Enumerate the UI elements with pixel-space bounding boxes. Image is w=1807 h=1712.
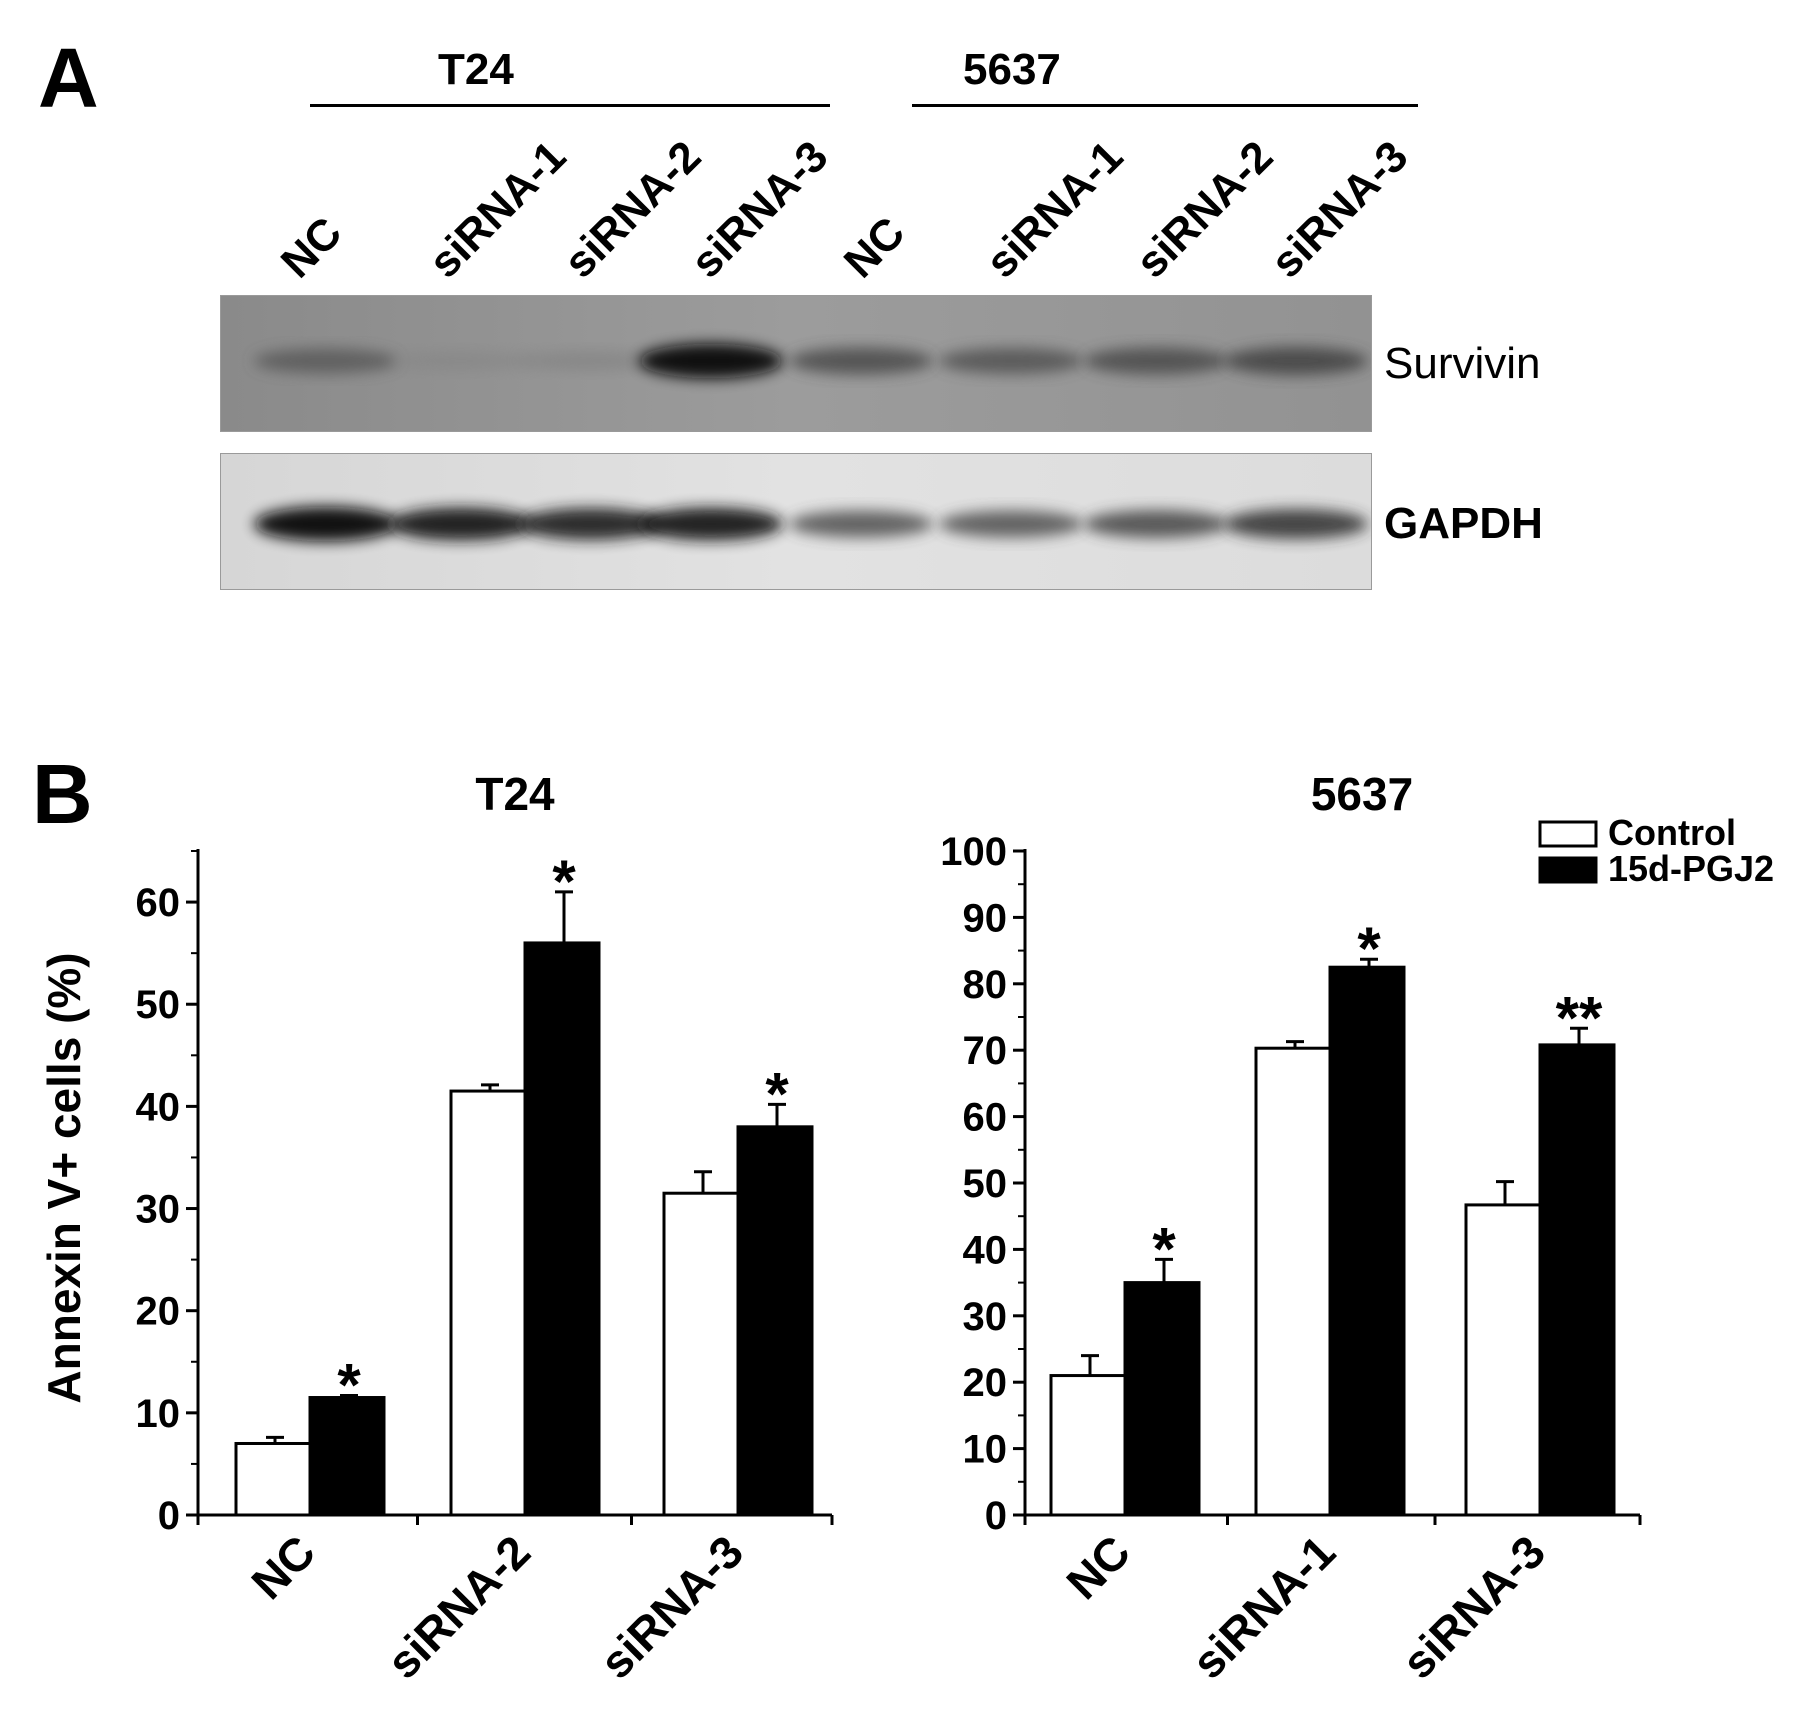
blot-gapdh [220,453,1372,590]
chart-5637-xlabel-sirna-3: siRNA-3 [1392,1525,1555,1688]
chart-t24-xlabel-nc: NC [241,1525,325,1609]
chart-t24-bar-15d-pgj2-sirna-3 [736,1125,814,1517]
band-survivin-lane-7 [1084,347,1228,375]
band-gapdh-lane-4 [639,507,783,541]
band-gapdh-lane-1 [254,506,398,542]
band-label-gapdh: GAPDH [1384,499,1543,548]
chart-5637-bar-control-sirna-1 [1254,1046,1332,1517]
chart-t24-ytick-label-60: 60 [136,881,181,925]
chart-t24-ytick-label-10: 10 [136,1392,181,1436]
chart-5637-bar-15d-pgj2-sirna-3-significance: ** [1556,984,1603,1051]
chart-t24-xlabel-sirna-2: siRNA-2 [377,1525,540,1688]
chart-t24-bar-control-sirna-2 [449,1089,527,1517]
chart-t24-xlabel-sirna-3: siRNA-3 [590,1525,753,1688]
chart-5637-ytick-label-0: 0 [985,1494,1007,1538]
chart-5637-xlabel-sirna-1: siRNA-1 [1182,1525,1345,1688]
band-survivin-lane-3 [519,351,663,371]
chart-t24-bar-control-nc [234,1441,312,1517]
panel-b-letter: B [32,747,93,841]
chart-t24: T24 Annexin V+ cells (%) 0 10 20 30 40 50 60 NC si… [38,768,834,1689]
chart-t24-bar-15d-pgj2-sirna-2-significance: * [552,848,576,915]
chart-t24-bar-15d-pgj2-sirna-3-significance: * [765,1060,789,1127]
chart-5637-bar-15d-pgj2-nc [1123,1281,1201,1517]
band-survivin-lane-2 [389,351,533,371]
chart-5637-bar-control-sirna-3 [1464,1203,1542,1517]
group-line-5637 [912,104,1418,107]
chart-t24-ytick-label-50: 50 [136,983,181,1027]
chart-5637-ytick-label-70: 70 [963,1029,1008,1073]
chart-t24-ytick-label-40: 40 [136,1085,181,1129]
chart-t24-title: T24 [475,768,555,820]
chart-t24-bar-15d-pgj2-nc-significance: * [337,1351,361,1418]
band-survivin-lane-8 [1224,347,1368,375]
chart-5637-ytick-label-10: 10 [963,1428,1008,1472]
chart-t24-ylabel: Annexin V+ cells (%) [38,952,90,1403]
chart-t24-ytick-label-20: 20 [136,1290,181,1334]
chart-5637: 5637 0 10 20 30 40 50 60 70 80 90 100 NC siRNA-1 siRNA… [940,768,1642,1689]
chart-5637-xlabel-nc: NC [1056,1525,1140,1609]
band-gapdh-lane-2 [389,507,533,541]
panel-a-letter: A [38,31,99,125]
chart-5637-bar-control-nc [1049,1374,1127,1517]
band-survivin-lane-1 [254,348,398,374]
legend-label-15d-pgj2: 15d-PGJ2 [1608,848,1774,889]
band-survivin-lane-5 [789,347,933,375]
blot-gapdh-image [221,454,1371,589]
chart-5637-ytick-label-20: 20 [963,1361,1008,1405]
band-gapdh-lane-7 [1084,510,1228,538]
group-title-t24: T24 [438,45,514,94]
chart-5637-ytick-label-100: 100 [940,830,1007,874]
chart-5637-ytick-label-50: 50 [963,1162,1008,1206]
chart-5637-ytick-label-90: 90 [963,896,1008,940]
group-title-5637: 5637 [963,45,1061,94]
chart-5637-ytick-label-60: 60 [963,1096,1008,1140]
group-line-t24 [310,104,830,107]
band-gapdh-lane-3 [519,508,663,540]
chart-5637-ytick-label-40: 40 [963,1228,1008,1272]
chart-t24-bar-15d-pgj2-nc [308,1396,386,1517]
legend-swatch-15d-pgj2 [1538,856,1598,884]
blot-survivin [220,295,1372,432]
band-gapdh-lane-5 [789,510,933,538]
chart-t24-ytick-label-0: 0 [158,1494,180,1538]
band-gapdh-lane-6 [939,510,1083,538]
chart-t24-bar-15d-pgj2-sirna-2 [523,941,601,1517]
chart-5637-bar-15d-pgj2-nc-significance: * [1152,1215,1176,1282]
chart-5637-ytick-label-30: 30 [963,1295,1008,1339]
chart-5637-bar-15d-pgj2-sirna-1-significance: * [1357,915,1381,982]
band-survivin-lane-6 [939,348,1083,374]
band-survivin-lane-4 [639,343,783,379]
band-label-survivin: Survivin [1384,339,1541,388]
blot-survivin-image [221,296,1371,431]
band-gapdh-lane-8 [1224,509,1368,539]
legend-swatch-control [1538,820,1598,848]
legend-label-control: Control [1608,812,1736,853]
chart-5637-bar-15d-pgj2-sirna-1 [1328,965,1406,1517]
chart-5637-bar-15d-pgj2-sirna-3 [1538,1043,1616,1517]
chart-5637-title: 5637 [1311,768,1413,820]
chart-t24-bar-control-sirna-3 [662,1191,740,1517]
chart-t24-ytick-label-30: 30 [136,1188,181,1232]
chart-5637-ytick-label-80: 80 [963,963,1008,1007]
